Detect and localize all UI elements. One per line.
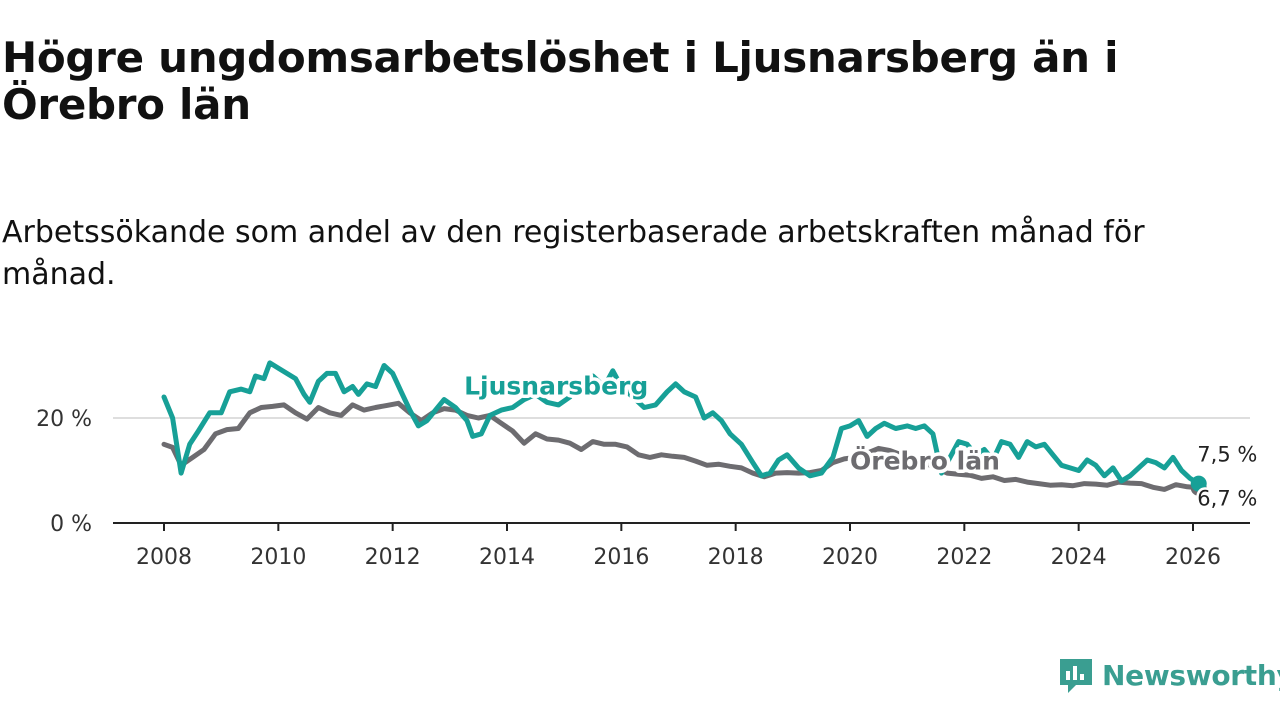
x-tick-label: 2024 [1051,545,1107,570]
x-tick-label: 2022 [936,545,992,570]
x-tick-label: 2026 [1165,545,1221,570]
chart-title: Högre ungdomsarbetslöshet i Ljusnarsberg… [2,33,1119,129]
end-value-label: 7,5 % [1197,443,1257,467]
x-tick-label: 2016 [593,545,649,570]
series-lines [161,360,1207,496]
series-end-dot [1190,475,1207,492]
x-tick-label: 2018 [708,545,764,570]
series-line-örebro-län [161,400,1202,492]
chart-subtitle: Arbetssökande som andel av den registerb… [2,215,1145,292]
newsworthy-logo-icon [1060,659,1092,693]
axes: 0 % 20 % 2008 2010 2012 2014 2016 2018 2020 2022 2… [36,407,1250,570]
y-tick-label: 20 % [36,407,92,432]
series-label: Örebro län [850,445,1000,475]
series-line-ljusnarsberg [161,360,1202,487]
brand-name: Newsworthy [1102,658,1280,692]
y-tick-label: 0 % [50,512,92,537]
series-label: Ljusnarsberg [464,371,648,400]
x-tick-label: 2008 [136,545,192,570]
brand-logo[interactable]: Newsworthy [1058,655,1280,695]
x-tick-label: 2020 [822,545,878,570]
x-tick-label: 2012 [365,545,421,570]
x-tick-label: 2014 [479,545,535,570]
x-tick-label: 2010 [250,545,306,570]
annotations: Ljusnarsberg Örebro län 7,5 % 6,7 % [461,368,1260,513]
end-value-label: 6,7 % [1197,487,1257,511]
